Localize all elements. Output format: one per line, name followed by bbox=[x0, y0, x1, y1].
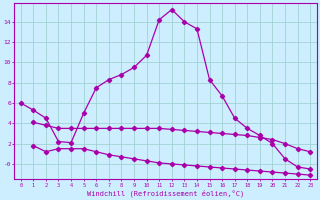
X-axis label: Windchill (Refroidissement éolien,°C): Windchill (Refroidissement éolien,°C) bbox=[87, 189, 244, 197]
